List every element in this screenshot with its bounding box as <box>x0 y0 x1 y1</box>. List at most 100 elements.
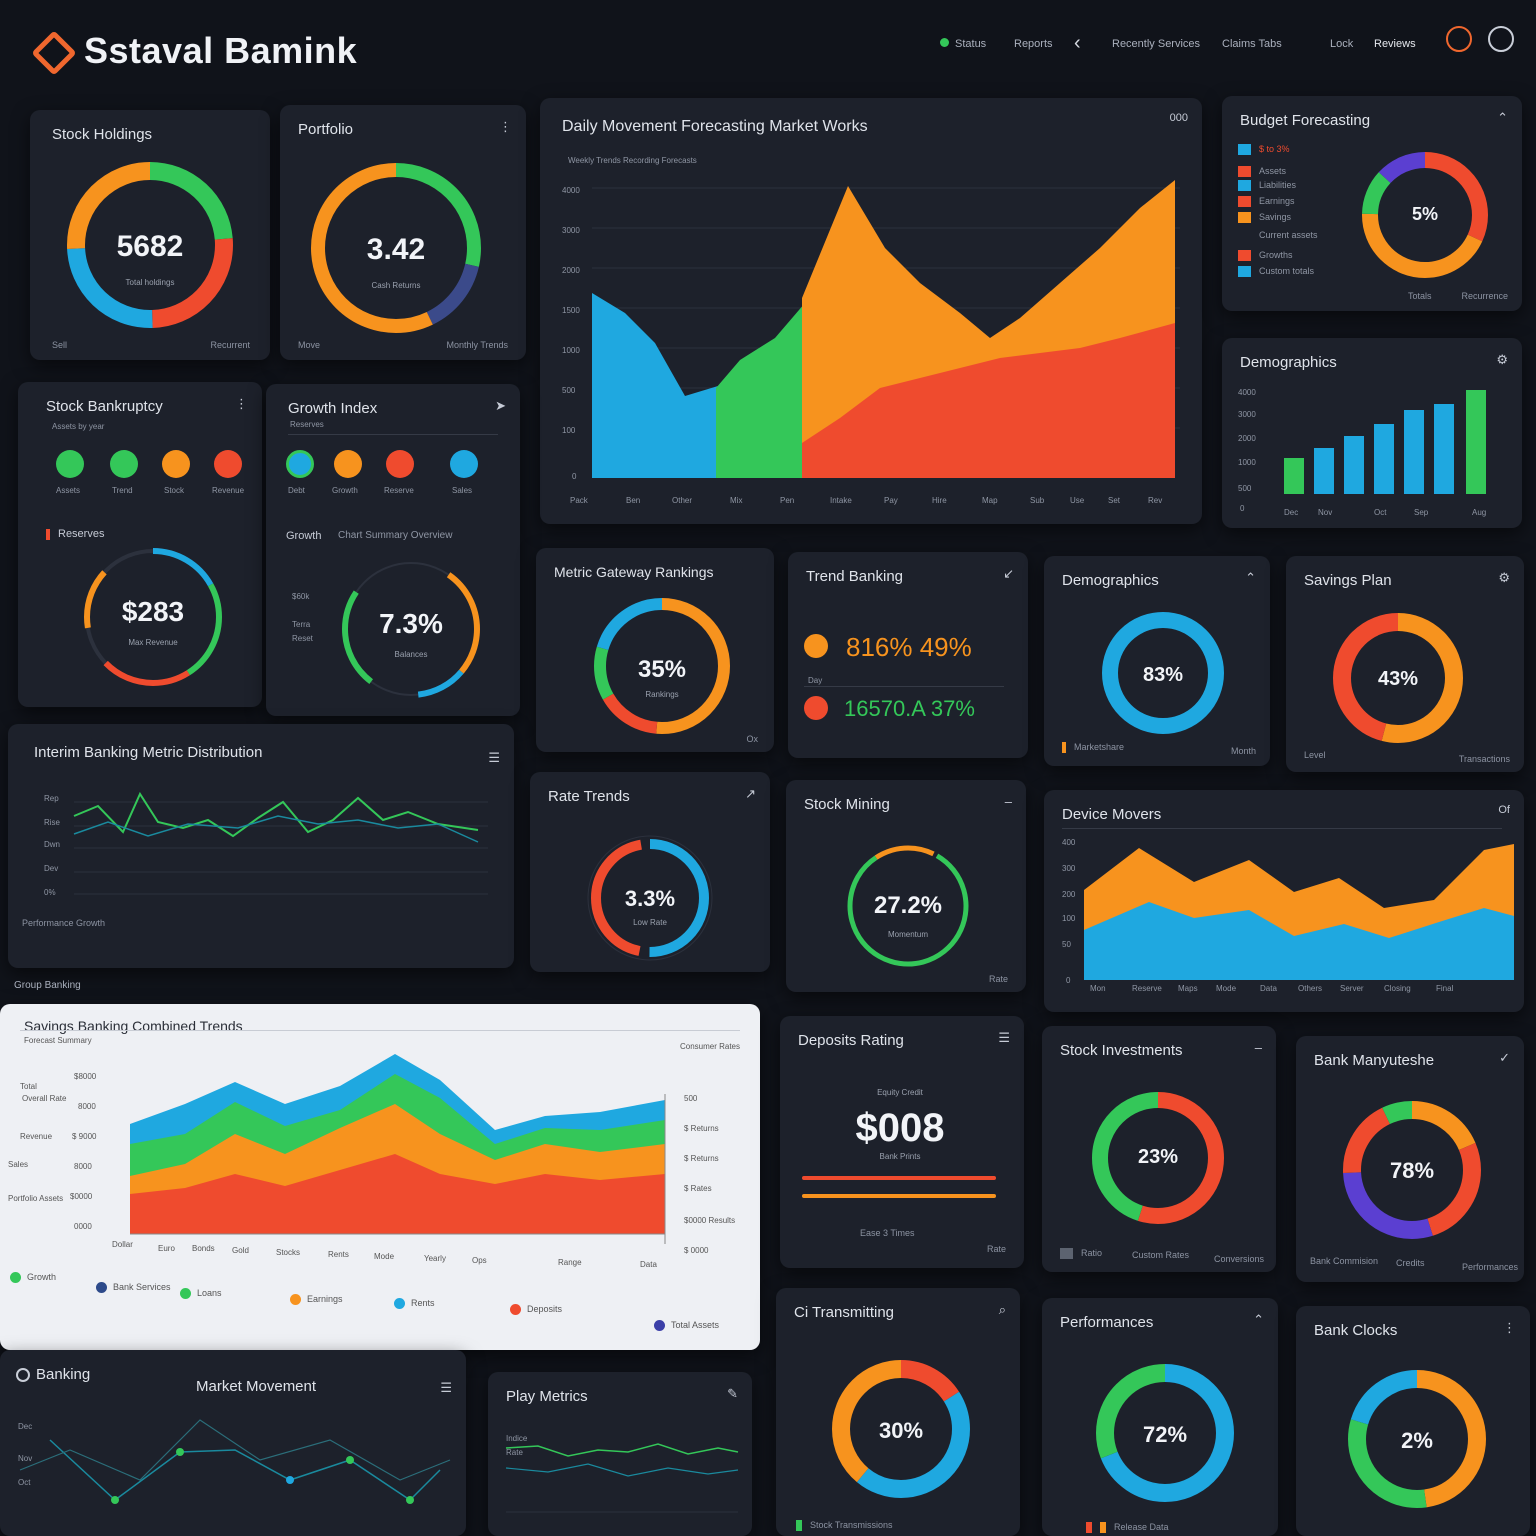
nav-recent[interactable]: Recently Services <box>1112 38 1201 50</box>
card-device-movers[interactable]: Device Movers Of 400 300 200 100 50 0 Mo… <box>1044 790 1524 1012</box>
gear-icon[interactable]: ⚙ <box>1498 570 1510 585</box>
nav-reviews[interactable]: Reviews <box>1374 38 1416 50</box>
card-rate-trends[interactable]: Rate Trends ↗ 3.3% Low Rate <box>530 772 770 972</box>
card-ci-transmitting[interactable]: Ci Transmitting ⌕ 30% Stock Transmission… <box>776 1288 1020 1536</box>
metric-top: Equity Credit <box>877 1088 923 1097</box>
card-demographics-donut[interactable]: Demographics ⌃ 83% Marketshare Month <box>1044 556 1270 766</box>
metric-value: 5682 <box>116 230 184 263</box>
card-title: Play Metrics <box>506 1388 588 1405</box>
card-icon[interactable]: Of <box>1498 804 1510 816</box>
menu-icon[interactable]: ⋮ <box>1503 1320 1516 1335</box>
app-logo[interactable]: Sstaval Bamink <box>31 30 357 77</box>
donut-chart <box>1362 152 1488 278</box>
card-foot-right: Conversions <box>1213 1254 1264 1264</box>
card-main-forecast[interactable]: Daily Movement Forecasting Market Works … <box>540 98 1202 524</box>
card-trend-banking[interactable]: Trend Banking ↙ 816% 49% Day 16570.A 37% <box>788 552 1028 758</box>
progress-bar <box>802 1176 996 1180</box>
card-title: Device Movers <box>1062 806 1162 823</box>
card-foot-left: Totals <box>1408 291 1432 301</box>
card-budget-forecasting[interactable]: Budget Forecasting ⌃ $ to 3% Assets Liab… <box>1222 96 1522 311</box>
card-stock-holdings[interactable]: Stock Holdings 5682 Total holdings Sell … <box>30 110 270 360</box>
series-green <box>73 791 479 838</box>
card-demographics-bars[interactable]: Demographics ⚙ 4000 3000 2000 1000 500 0… <box>1222 338 1522 528</box>
card-combined-trends[interactable]: Savings Banking Combined Trends Forecast… <box>0 1004 760 1350</box>
card-foot-right: Recurrence <box>1461 291 1508 301</box>
notification-icon[interactable] <box>1446 26 1472 52</box>
card-foot-left: Level <box>1304 750 1326 760</box>
check-icon[interactable]: ✓ <box>1499 1050 1510 1065</box>
card-title: Stock Holdings <box>52 126 153 143</box>
cursor-icon[interactable]: ➤ <box>495 398 506 413</box>
card-stock-investments[interactable]: Stock Investments – 23% Ratio Custom Rat… <box>1042 1026 1276 1272</box>
card-bank-manyuteshe[interactable]: Bank Manyuteshe ✓ 78% Bank Commision Cre… <box>1296 1036 1524 1282</box>
metric-value: 72% <box>1142 1422 1188 1447</box>
card-performances[interactable]: Performances ⌃ 72% Release Data <box>1042 1298 1278 1536</box>
point <box>111 1496 119 1504</box>
card-foot-right: Transactions <box>1458 754 1510 764</box>
minus-icon[interactable]: – <box>1004 794 1012 809</box>
card-title: Demographics <box>1062 572 1159 589</box>
menu-icon[interactable]: ☰ <box>488 750 500 765</box>
top-bar: Sstaval Bamink Status Reports ‹ Recently… <box>0 0 1536 92</box>
legend-item: Liabilities <box>1238 180 1296 192</box>
nav-reports[interactable]: Reports <box>1014 38 1053 50</box>
bar <box>1314 448 1334 494</box>
search-icon[interactable]: ⌕ <box>998 1302 1006 1317</box>
metric-sub: Momentum <box>887 930 928 939</box>
card-portfolio[interactable]: Portfolio ⋮ 3.42 Cash Returns Move Month… <box>280 105 526 360</box>
bar <box>1404 410 1424 494</box>
card-title: Bank Manyuteshe <box>1314 1052 1435 1069</box>
card-foot-left: Ease 3 Times <box>860 1228 915 1238</box>
card-icon[interactable]: 000 <box>1169 112 1188 124</box>
nav-lock[interactable]: Lock <box>1330 38 1354 50</box>
donut-chart <box>1092 1092 1224 1224</box>
metric-value: 78% <box>1389 1158 1435 1183</box>
indicator-icon <box>162 450 190 478</box>
card-deposits-rating[interactable]: Deposits Rating ☰ Equity Credit $008 Ban… <box>780 1016 1024 1268</box>
card-metric-distribution[interactable]: Interim Banking Metric Distribution ☰ Re… <box>8 724 514 968</box>
card-stock-mining[interactable]: Stock Mining – 27.2% Momentum Rate <box>786 780 1026 992</box>
chart-subtitle: Weekly Trends Recording Forecasts <box>568 156 697 165</box>
metric-value: 30% <box>878 1418 924 1443</box>
metric-value: 43% <box>1377 668 1419 690</box>
trend-row-1: 816% 49% <box>846 632 972 662</box>
card-title: Ci Transmitting <box>794 1304 895 1321</box>
metric-sub: Max Revenue <box>128 638 178 647</box>
bar-chart <box>1284 390 1486 494</box>
donut-chart <box>832 1360 970 1498</box>
card-foot-left: Move <box>298 340 321 350</box>
card-bank-clocks[interactable]: Bank Clocks ⋮ 2% <box>1296 1306 1530 1536</box>
card-banking-market[interactable]: Banking Market Movement ☰ Dec Nov Oct <box>0 1350 466 1536</box>
legend-item: Earnings <box>290 1294 343 1306</box>
card-growth[interactable]: Growth Index ➤ Reserves Debt Growth Rese… <box>266 384 520 716</box>
menu-icon[interactable]: ☰ <box>440 1380 452 1395</box>
card-savings-plan[interactable]: Savings Plan ⚙ 43% Level Transactions <box>1286 556 1524 772</box>
minus-icon[interactable]: – <box>1254 1040 1262 1055</box>
bar <box>1466 390 1486 494</box>
card-foot: Release Data <box>1086 1522 1169 1534</box>
gear-icon[interactable]: ⚙ <box>1496 352 1508 367</box>
card-stock-bankruptcy[interactable]: Stock Bankruptcy ⋮ Assets by year Assets… <box>18 382 262 707</box>
metric-value: 5% <box>1411 204 1438 224</box>
card-foot-left: Bank Commision <box>1310 1256 1379 1266</box>
expand-icon[interactable]: ↗ <box>745 786 756 801</box>
nav-status[interactable]: Status <box>940 38 986 50</box>
series-green <box>716 303 805 478</box>
chevron-up-icon[interactable]: ⌃ <box>1245 570 1256 585</box>
edit-icon[interactable]: ✎ <box>727 1386 738 1401</box>
nav-claims[interactable]: Claims Tabs <box>1222 38 1282 50</box>
card-play-metrics[interactable]: Play Metrics ✎ Indice Rate <box>488 1372 752 1536</box>
menu-icon[interactable]: ⋮ <box>499 119 512 134</box>
metric-sub: Balances <box>394 650 428 659</box>
settings-gear-icon[interactable] <box>1488 26 1514 52</box>
legend-item: Bank Services <box>96 1282 171 1294</box>
chevron-up-icon[interactable]: ⌃ <box>1497 110 1508 125</box>
menu-icon[interactable]: ⋮ <box>235 396 248 411</box>
card-metric-gateway[interactable]: Metric Gateway Rankings 35% Rankings Ox <box>536 548 774 752</box>
expand-icon[interactable]: ↙ <box>1003 566 1014 581</box>
card-title: Interim Banking Metric Distribution <box>34 744 263 761</box>
menu-icon[interactable]: ☰ <box>998 1030 1010 1045</box>
chevron-left-icon[interactable]: ‹ <box>1074 32 1081 54</box>
card-title: Demographics <box>1240 354 1337 371</box>
chevron-up-icon[interactable]: ⌃ <box>1253 1312 1264 1327</box>
